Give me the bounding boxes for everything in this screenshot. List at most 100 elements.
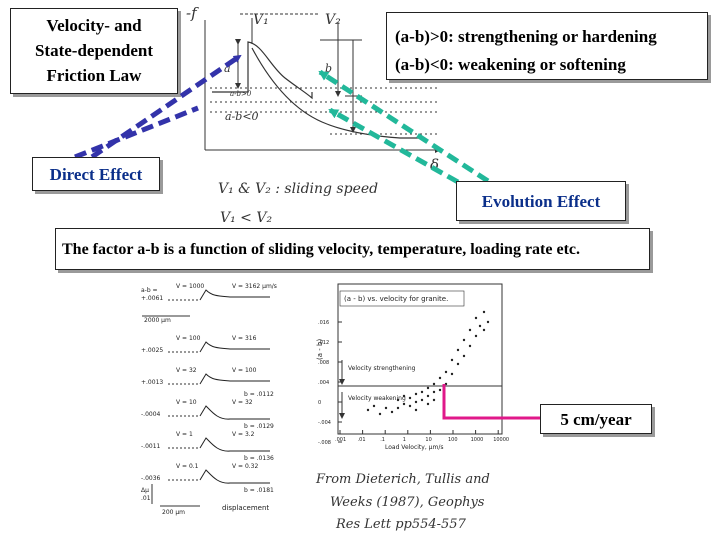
sketch-friction-curve-2 bbox=[251, 47, 420, 139]
trace-scale-top: 2000 μm bbox=[144, 317, 171, 324]
granite-title: (a - b) vs. velocity for granite. bbox=[344, 295, 448, 303]
sketch-delta-label: δ bbox=[430, 156, 439, 174]
granite-point bbox=[462, 354, 466, 358]
citation-line1: From Dieterich, Tullis and bbox=[315, 472, 490, 487]
granite-point bbox=[414, 400, 418, 404]
friction-law-line3: Friction Law bbox=[46, 66, 142, 85]
granite-ytick-label: 0 bbox=[318, 400, 321, 406]
granite-point bbox=[390, 410, 394, 414]
direct-arrow-left bbox=[74, 105, 199, 160]
sketch-f-label: -f bbox=[186, 4, 199, 22]
granite-xtick-label: 10000 bbox=[493, 437, 509, 443]
sketch-note-compare: V₁ < V₂ bbox=[220, 210, 272, 226]
rate-box: 5 cm/year bbox=[540, 404, 652, 434]
rate-arrow bbox=[442, 384, 540, 420]
trace-b-label: b = .0181 bbox=[244, 487, 274, 494]
trace-curve bbox=[199, 341, 270, 353]
granite-title-box bbox=[339, 290, 465, 307]
granite-point bbox=[456, 348, 460, 352]
granite-point bbox=[432, 398, 436, 402]
trace-curve bbox=[199, 373, 270, 385]
granite-xtick-label: .001 bbox=[335, 437, 346, 443]
trace-b-label: b = .0136 bbox=[244, 455, 274, 462]
sketch-note-speed: V₁ & V₂ : sliding speed bbox=[218, 181, 378, 197]
granite-xtick-label: 100 bbox=[448, 437, 458, 443]
trace-ab-header: a-b = bbox=[141, 287, 158, 294]
granite-point bbox=[482, 328, 486, 332]
sketch-v1-label: V₁ bbox=[253, 12, 269, 28]
granite-point bbox=[378, 412, 382, 416]
velocity-step-traces: V = 1000 V = 3162 μm/s +.0061 V = 100 V = 31… bbox=[141, 283, 277, 516]
friction-law-line1: Velocity- and bbox=[46, 16, 142, 35]
granite-point bbox=[474, 316, 478, 320]
granite-point bbox=[402, 394, 406, 398]
granite-weakening: Velocity weakening bbox=[348, 395, 406, 402]
granite-point bbox=[408, 396, 412, 400]
granite-point bbox=[438, 388, 442, 392]
trace-v-label: V = 100 bbox=[176, 335, 201, 342]
granite-xtick-label: .01 bbox=[358, 437, 366, 443]
trace-v-label: V = 0.1 bbox=[176, 463, 199, 470]
ab-sign-box: (a-b)>0: strengthening or hardening (a-b… bbox=[386, 12, 708, 80]
trace-mu-value: .01 bbox=[141, 495, 151, 502]
trace-ab-label: +.0025 bbox=[141, 347, 163, 354]
sketch-ab-neg-label: a-b<0 bbox=[225, 110, 259, 123]
evolution-effect-arrows bbox=[318, 69, 490, 185]
granite-xlabel: Load Velocity, μm/s bbox=[385, 444, 443, 451]
granite-point bbox=[432, 390, 436, 394]
granite-point bbox=[420, 390, 424, 394]
granite-ytick-label: .004 bbox=[318, 380, 329, 386]
sketch-labels: -f V₁ V₂ a b a-b<0 a-b>0 δ V₁ & V₂ : sli… bbox=[186, 4, 439, 226]
granite-point bbox=[482, 310, 486, 314]
granite-xtick-label: 1000 bbox=[471, 437, 484, 443]
evolution-arrow-lower bbox=[328, 107, 460, 185]
trace-v-label: V = 1 bbox=[176, 431, 193, 438]
friction-sketch bbox=[204, 13, 441, 153]
trace-v2-label: V = 3.2 bbox=[232, 431, 255, 438]
granite-point bbox=[444, 370, 448, 374]
granite-point bbox=[372, 404, 376, 408]
granite-point bbox=[396, 398, 400, 402]
granite-ytick-label: .012 bbox=[318, 340, 329, 346]
granite-point bbox=[414, 392, 418, 396]
trace-b-label: b = .0112 bbox=[244, 391, 274, 398]
sketch-b-label: b bbox=[325, 62, 332, 75]
trace-ab-label: +.0013 bbox=[141, 379, 163, 386]
granite-ylabel: (a - b) bbox=[316, 339, 324, 360]
granite-point bbox=[384, 406, 388, 410]
granite-point bbox=[486, 320, 490, 324]
sketch-ab-pos-label: a-b>0 bbox=[230, 90, 252, 98]
trace-scale-bottom: 200 μm bbox=[162, 509, 185, 516]
granite-point bbox=[478, 324, 482, 328]
sketch-v2-label: V₂ bbox=[325, 12, 341, 28]
granite-point bbox=[450, 372, 454, 376]
granite-ytick-label: -.004 bbox=[318, 420, 331, 426]
evolution-effect-box: Evolution Effect bbox=[456, 181, 626, 221]
trace-curve bbox=[199, 289, 270, 301]
rate-label: 5 cm/year bbox=[560, 410, 632, 429]
sketch-friction-curve-1 bbox=[212, 41, 313, 100]
granite-ab-plot: (a - b) vs. velocity for granite. Veloci… bbox=[316, 283, 509, 451]
granite-point bbox=[468, 344, 472, 348]
trace-v2-label: V = 3162 μm/s bbox=[232, 283, 277, 290]
granite-point bbox=[450, 358, 454, 362]
granite-ytick-label: .016 bbox=[318, 320, 329, 326]
factor-box: The factor a-b is a function of sliding … bbox=[55, 228, 650, 270]
granite-point bbox=[420, 398, 424, 402]
trace-curve bbox=[199, 437, 270, 452]
trace-v-label: V = 1000 bbox=[176, 283, 204, 290]
granite-point bbox=[426, 394, 430, 398]
sketch-a-label: a bbox=[224, 62, 231, 75]
granite-point bbox=[396, 406, 400, 410]
granite-plot-frame bbox=[337, 283, 503, 435]
rate-arrow-line bbox=[442, 384, 540, 420]
evolution-arrow-upper bbox=[318, 69, 490, 184]
ab-positive-text: (a-b)>0: strengthening or hardening bbox=[395, 27, 657, 46]
granite-point bbox=[432, 382, 436, 386]
granite-point bbox=[408, 404, 412, 408]
factor-text: The factor a-b is a function of sliding … bbox=[62, 241, 581, 258]
granite-xtick-label: 10 bbox=[425, 437, 431, 443]
granite-point bbox=[402, 402, 406, 406]
trace-v2-label: V = 0.32 bbox=[232, 463, 258, 470]
granite-point bbox=[414, 408, 418, 412]
